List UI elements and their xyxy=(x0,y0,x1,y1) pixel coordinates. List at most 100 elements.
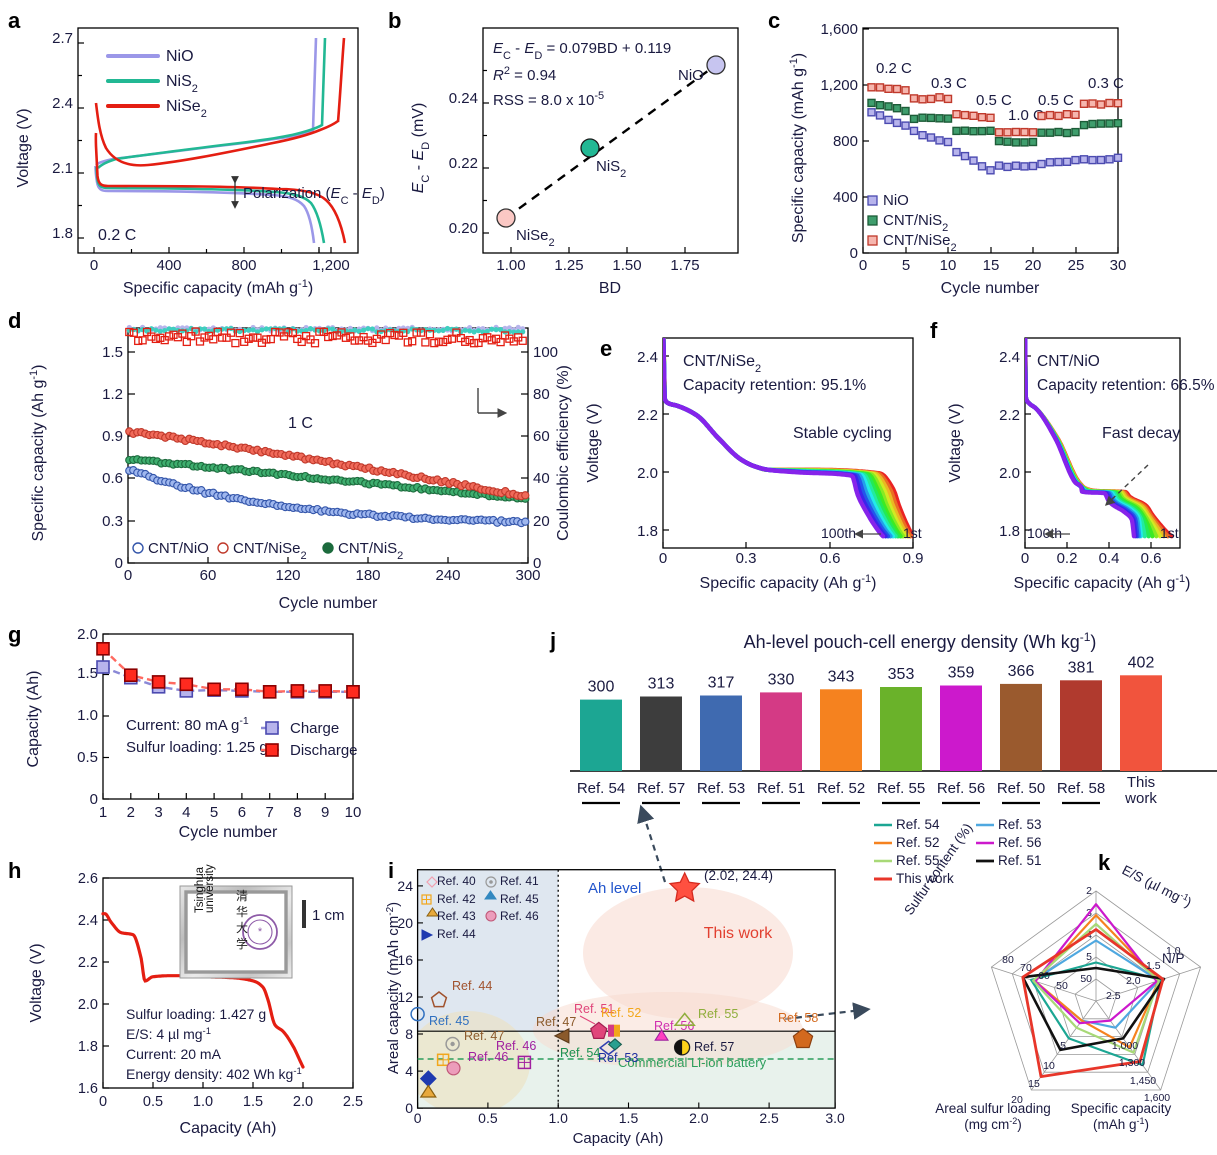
svg-text:Ref. 55: Ref. 55 xyxy=(698,1007,738,1021)
svg-text:0.5: 0.5 xyxy=(77,749,98,766)
svg-text:Voltage (V): Voltage (V) xyxy=(15,108,32,187)
svg-text:5: 5 xyxy=(902,257,910,274)
svg-text:Ref. 50: Ref. 50 xyxy=(997,780,1045,797)
svg-text:40: 40 xyxy=(533,470,550,487)
svg-text:20: 20 xyxy=(533,513,550,530)
svg-text:60: 60 xyxy=(533,428,550,445)
svg-text:Ref. 52: Ref. 52 xyxy=(817,780,865,797)
svg-text:Ref. 42: Ref. 42 xyxy=(437,892,476,906)
svg-text:0.5 C: 0.5 C xyxy=(1038,92,1074,109)
svg-text:60: 60 xyxy=(200,567,217,584)
svg-text:2.5: 2.5 xyxy=(343,1094,363,1110)
svg-text:2.0: 2.0 xyxy=(637,465,658,482)
svg-text:Ref. 53: Ref. 53 xyxy=(598,1051,638,1065)
svg-text:1.5: 1.5 xyxy=(619,1110,639,1126)
svg-text:1 C: 1 C xyxy=(288,415,313,432)
svg-text:1st: 1st xyxy=(1160,525,1179,541)
svg-text:366: 366 xyxy=(1008,663,1035,680)
svg-text:0.5: 0.5 xyxy=(478,1110,498,1126)
svg-text:Capacity retention: 66.5%: Capacity retention: 66.5% xyxy=(1037,377,1215,394)
svg-text:Ref. 56: Ref. 56 xyxy=(937,780,985,797)
svg-text:Ref. 52: Ref. 52 xyxy=(896,835,940,850)
svg-text:359: 359 xyxy=(948,665,975,682)
svg-text:This work: This work xyxy=(704,925,773,942)
svg-text:BD: BD xyxy=(599,280,621,297)
svg-text:(2.02, 24.4): (2.02, 24.4) xyxy=(704,868,773,883)
svg-text:NiSe2: NiSe2 xyxy=(166,98,207,120)
svg-text:180: 180 xyxy=(355,567,380,584)
svg-text:1.5: 1.5 xyxy=(1146,960,1161,972)
svg-text:NiS2: NiS2 xyxy=(166,73,198,95)
svg-text:2.5: 2.5 xyxy=(759,1110,779,1126)
svg-text:80: 80 xyxy=(1002,954,1014,966)
svg-text:(mAh g-1): (mAh g-1) xyxy=(1093,1116,1149,1132)
svg-text:0.6: 0.6 xyxy=(820,550,841,567)
svg-text:0.3 C: 0.3 C xyxy=(1088,75,1124,92)
svg-text:10: 10 xyxy=(1043,1060,1055,1072)
svg-text:清: 清 xyxy=(236,889,248,903)
svg-text:1,600: 1,600 xyxy=(820,21,858,38)
svg-text:R2 = 0.94: R2 = 0.94 xyxy=(493,65,556,84)
svg-text:60: 60 xyxy=(1038,970,1050,982)
svg-text:2.1: 2.1 xyxy=(52,160,73,177)
svg-text:3: 3 xyxy=(154,804,162,821)
svg-text:0.5: 0.5 xyxy=(143,1094,163,1110)
svg-text:Ref. 51: Ref. 51 xyxy=(757,780,805,797)
svg-text:Ref. 58: Ref. 58 xyxy=(778,1011,818,1025)
svg-text:Commercial Li-ion battery: Commercial Li-ion battery xyxy=(618,1055,767,1070)
svg-text:0: 0 xyxy=(90,257,98,274)
svg-text:2.2: 2.2 xyxy=(78,955,98,971)
svg-text:Ref. 58: Ref. 58 xyxy=(1057,780,1105,797)
svg-text:Specific capacity (Ah g-1): Specific capacity (Ah g-1) xyxy=(700,573,877,592)
svg-text:300: 300 xyxy=(588,679,615,696)
svg-text:402: 402 xyxy=(1128,654,1155,671)
svg-text:15: 15 xyxy=(983,257,1000,274)
svg-text:NiS2: NiS2 xyxy=(596,158,626,180)
svg-text:Ref. 55: Ref. 55 xyxy=(877,780,925,797)
svg-text:343: 343 xyxy=(828,668,855,685)
svg-text:Cycle number: Cycle number xyxy=(179,824,278,841)
svg-text:Capacity (Ah): Capacity (Ah) xyxy=(25,671,42,768)
svg-text:70: 70 xyxy=(1020,962,1032,974)
svg-text:2.4: 2.4 xyxy=(637,349,658,366)
svg-text:Discharge: Discharge xyxy=(290,742,358,759)
svg-text:6: 6 xyxy=(238,804,246,821)
svg-text:1.0: 1.0 xyxy=(548,1110,568,1126)
svg-text:50: 50 xyxy=(1056,980,1068,992)
svg-text:100th: 100th xyxy=(1027,525,1062,541)
svg-text:10: 10 xyxy=(345,804,362,821)
svg-text:7: 7 xyxy=(266,804,274,821)
svg-text:E/S: 4 µl mg-1: E/S: 4 µl mg-1 xyxy=(126,1026,211,1043)
svg-text:1.75: 1.75 xyxy=(670,257,699,274)
svg-text:0.9: 0.9 xyxy=(102,428,123,445)
svg-text:313: 313 xyxy=(648,676,675,693)
svg-text:9: 9 xyxy=(321,804,329,821)
svg-text:1,200: 1,200 xyxy=(312,257,350,274)
svg-text:(mg cm-2): (mg cm-2) xyxy=(964,1116,1022,1132)
svg-text:1.5: 1.5 xyxy=(243,1094,263,1110)
svg-text:0.6: 0.6 xyxy=(1141,550,1162,567)
svg-text:Polarization (EC - ED): Polarization (EC - ED) xyxy=(243,185,385,207)
svg-text:100: 100 xyxy=(533,344,558,361)
svg-text:0.2 C: 0.2 C xyxy=(876,60,912,77)
svg-text:0.3: 0.3 xyxy=(102,513,123,530)
svg-text:E/S (µl mg-1): E/S (µl mg-1) xyxy=(1120,861,1195,910)
svg-text:Current: 20 mA: Current: 20 mA xyxy=(126,1046,222,1062)
svg-text:0: 0 xyxy=(850,245,858,262)
svg-text:Ref. 54: Ref. 54 xyxy=(560,1046,600,1060)
svg-text:2.4: 2.4 xyxy=(78,913,98,929)
svg-text:2.5: 2.5 xyxy=(1106,990,1121,1002)
svg-text:317: 317 xyxy=(708,675,735,692)
svg-text:0.2: 0.2 xyxy=(1057,550,1078,567)
svg-text:Ref. 41: Ref. 41 xyxy=(500,874,539,888)
svg-text:Charge: Charge xyxy=(290,720,339,737)
svg-text:Ref. 45: Ref. 45 xyxy=(500,892,539,906)
svg-text:CNT/NiS2: CNT/NiS2 xyxy=(883,212,948,234)
svg-text:400: 400 xyxy=(833,189,858,206)
svg-text:1.50: 1.50 xyxy=(612,257,641,274)
svg-text:20: 20 xyxy=(1025,257,1042,274)
svg-text:400: 400 xyxy=(156,257,181,274)
svg-text:Areal sulfur loading: Areal sulfur loading xyxy=(935,1101,1051,1116)
svg-text:0: 0 xyxy=(414,1110,422,1126)
svg-text:Ref. 45: Ref. 45 xyxy=(429,1014,469,1028)
